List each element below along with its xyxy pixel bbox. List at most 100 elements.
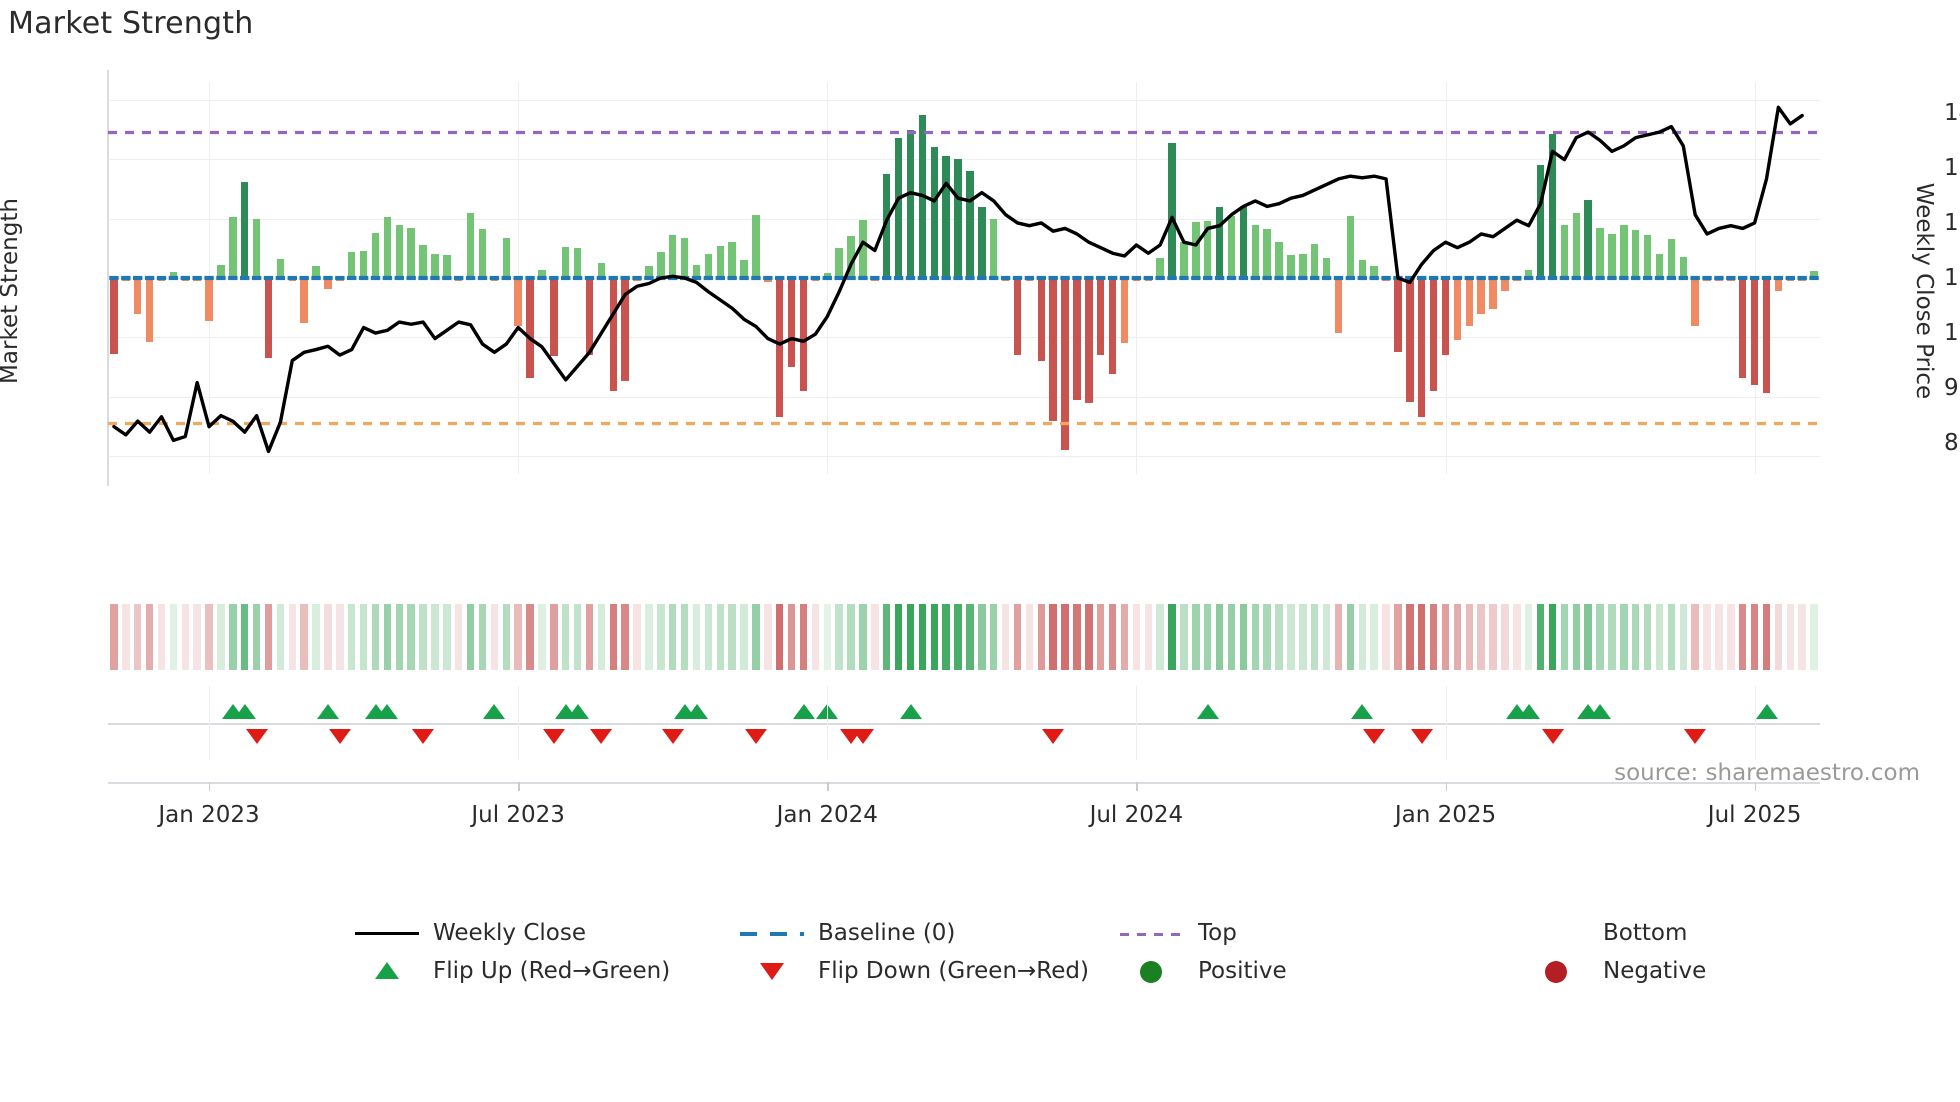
x-gridline: [209, 686, 211, 760]
heat-strip-cell: [1120, 604, 1129, 670]
heat-strip-cell: [1750, 604, 1759, 670]
heat-strip-cell: [1453, 604, 1462, 670]
heat-strip-cell: [1001, 604, 1010, 670]
heat-strip-cell: [1477, 604, 1485, 670]
heat-strip-cell: [847, 604, 855, 670]
x-axis-tick-label: Jul 2023: [471, 802, 565, 828]
legend-top[interactable]: Top: [1120, 920, 1237, 946]
strength-bar: [894, 138, 903, 278]
heat-strip-cell: [776, 604, 784, 670]
flip-up-marker-icon: [566, 704, 589, 719]
heat-strip-cell: [1358, 604, 1366, 670]
legend-item-label: Bottom: [1603, 920, 1688, 946]
right-axis-tick-label: 130.00: [1944, 154, 1960, 181]
flip-down-marker-icon: [661, 729, 684, 744]
strength-bar: [145, 278, 154, 343]
strength-bar: [906, 129, 915, 278]
legend-flip-up[interactable]: Flip Up (Red→Green): [355, 958, 670, 984]
strength-bar: [1085, 278, 1093, 403]
flip-up-marker-icon: [316, 704, 339, 719]
strength-bar: [776, 278, 784, 417]
heat-strip-cell: [787, 604, 796, 670]
strength-bar: [597, 262, 606, 278]
strength-bar: [1156, 257, 1164, 278]
heat-strip-cell: [585, 604, 594, 670]
flip-down-marker-icon: [590, 729, 613, 744]
heat-strip-cell: [431, 604, 439, 670]
right-axis-tick-label: 80.00: [1944, 430, 1960, 457]
legend-negative[interactable]: Negative: [1525, 958, 1706, 984]
strength-bar: [704, 254, 713, 278]
heat-strip-cell: [1679, 604, 1687, 670]
heat-strip-cell: [122, 604, 130, 670]
heat-strip-cell: [1418, 604, 1426, 670]
heat-strip-cell: [1465, 604, 1473, 670]
strength-bar: [1263, 229, 1271, 278]
strength-bar: [276, 258, 285, 278]
right-axis-tick-label: 100.00: [1944, 320, 1960, 347]
heat-strip-cell: [645, 604, 653, 670]
heat-strip-cell: [657, 604, 665, 670]
strength-bar: [514, 278, 522, 326]
heat-strip-cell: [764, 604, 772, 670]
legend-positive[interactable]: Positive: [1120, 958, 1287, 984]
heat-strip-cell: [1287, 604, 1295, 670]
heat-strip-cell: [704, 604, 713, 670]
heat-strip-cell: [419, 604, 427, 670]
strength-bar: [1358, 260, 1366, 278]
x-axis-tick-label: Jul 2024: [1089, 802, 1184, 828]
legend-weekly-close[interactable]: Weekly Close: [355, 920, 586, 946]
flip-down-marker-icon: [1363, 729, 1386, 744]
heat-strip-cell: [241, 604, 249, 670]
strength-bar: [859, 219, 867, 278]
legend-bottom[interactable]: Bottom: [1525, 920, 1687, 946]
strength-bar: [1108, 278, 1117, 375]
strength-bar: [502, 237, 510, 278]
strength-bar: [1061, 278, 1069, 451]
legend-item-label: Positive: [1198, 958, 1287, 984]
x-gridline: [1445, 686, 1447, 760]
chart-legend: Weekly Close Baseline (0) Top Bottom Flip Up…: [0, 920, 1960, 1030]
strength-bar: [241, 181, 249, 278]
heat-strip-cell: [1560, 604, 1569, 670]
legend-item-label: Baseline (0): [818, 920, 956, 946]
heat-strip-cell: [859, 604, 867, 670]
strength-bar: [954, 159, 962, 278]
flip-up-marker-icon: [792, 704, 815, 719]
heat-strip-cell: [1441, 604, 1450, 670]
strength-bar: [110, 278, 118, 355]
heat-strip-cell: [1049, 604, 1057, 670]
legend-swatch-glyph: [355, 932, 419, 936]
gridline: [108, 159, 1820, 161]
x-axis-tick-mark: [518, 782, 520, 791]
x-axis-tick-label: Jul 2025: [1707, 802, 1802, 828]
bottom-axis-spine: [108, 782, 1820, 784]
heat-strip-cell: [1536, 604, 1545, 670]
heat-strip-cell: [728, 604, 736, 670]
legend-swatch-glyph: [1120, 933, 1184, 936]
heat-strip-cell: [1489, 604, 1497, 670]
flip-up-marker-icon: [376, 704, 399, 719]
heat-strip-cell: [1501, 604, 1509, 670]
heat-strip-cell: [181, 604, 189, 670]
heat-strip-cell: [1215, 604, 1224, 670]
strength-bar: [1251, 224, 1259, 278]
x-axis-tick-mark: [1754, 782, 1756, 791]
x-gridline: [518, 686, 520, 760]
legend-flip-down[interactable]: Flip Down (Green→Red): [740, 958, 1089, 984]
heat-strip-cell: [276, 604, 285, 670]
heat-strip-cell: [573, 604, 582, 670]
strength-bar: [1346, 215, 1355, 278]
heat-strip-cell: [1632, 604, 1640, 670]
strength-bar: [978, 206, 986, 278]
flip-down-marker-icon: [1684, 729, 1707, 744]
legend-item-label: Flip Down (Green→Red): [818, 958, 1089, 984]
heat-strip-cell: [692, 604, 701, 670]
strength-bar: [1584, 200, 1592, 278]
flip-up-marker-icon: [1589, 704, 1612, 719]
strength-bar: [1406, 278, 1414, 402]
legend-baseline[interactable]: Baseline (0): [740, 920, 955, 946]
strength-bar: [229, 216, 237, 278]
heat-strip-cell: [1275, 604, 1283, 670]
heat-strip-cell: [229, 604, 237, 670]
